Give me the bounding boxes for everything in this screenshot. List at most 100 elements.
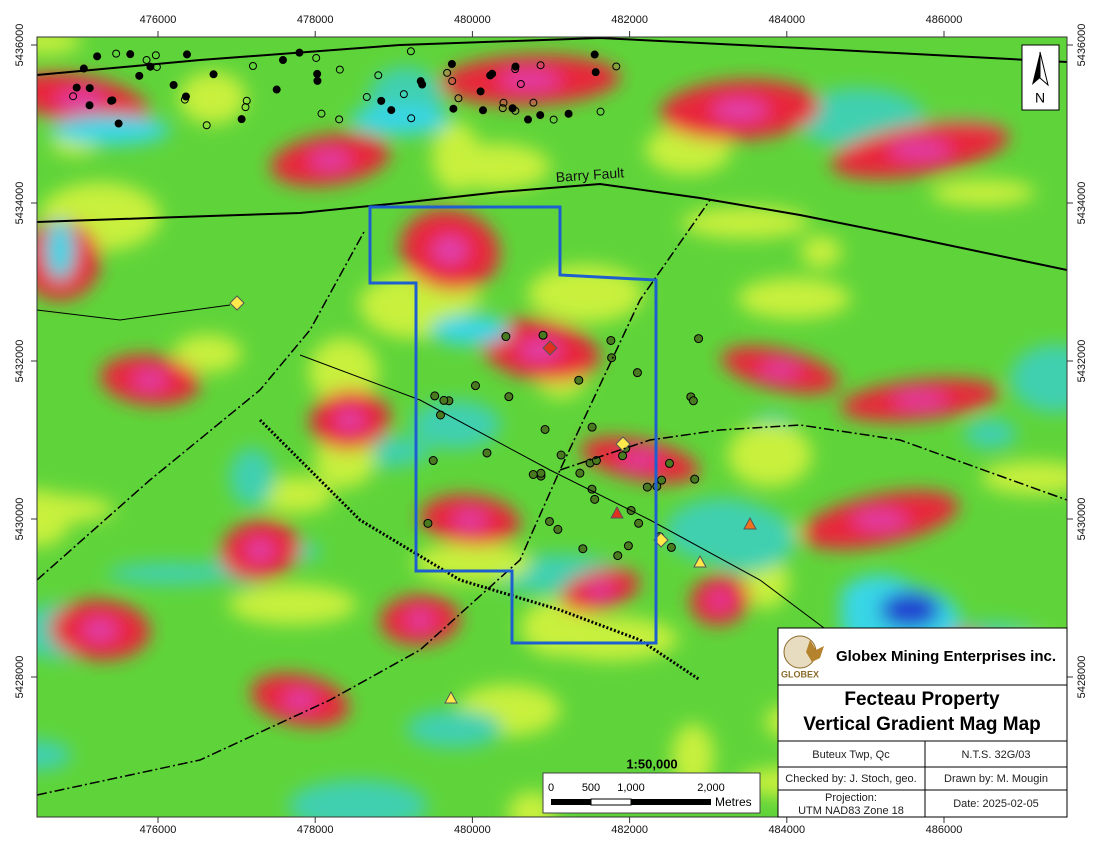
drill-hole bbox=[688, 396, 698, 406]
drill-hole bbox=[85, 84, 94, 93]
drill-hole bbox=[511, 62, 520, 71]
drill-hole bbox=[544, 516, 554, 526]
drill-hole bbox=[590, 494, 600, 504]
drill-hole bbox=[69, 92, 78, 101]
drill-hole bbox=[126, 50, 135, 59]
drill-hole bbox=[578, 544, 588, 554]
drill-hole bbox=[618, 451, 628, 461]
drill-hole bbox=[313, 76, 322, 85]
low-anomaly bbox=[1010, 344, 1067, 413]
drill-hole bbox=[416, 77, 425, 86]
drill-hole bbox=[642, 482, 652, 492]
drill-hole bbox=[107, 96, 116, 105]
drill-hole bbox=[549, 115, 558, 124]
drill-hole bbox=[85, 101, 94, 110]
north-label: N bbox=[1035, 90, 1045, 106]
drill-hole bbox=[112, 49, 121, 58]
occurrence bbox=[743, 516, 757, 530]
fault-label: Barry Fault bbox=[555, 164, 625, 185]
drill-hole bbox=[209, 70, 218, 79]
drill-hole bbox=[634, 518, 644, 528]
drill-hole bbox=[478, 106, 487, 115]
drill-hole bbox=[317, 109, 326, 118]
drill-hole bbox=[613, 551, 623, 561]
drill-hole bbox=[313, 69, 322, 78]
checked-by: Checked by: J. Stoch, geo. bbox=[785, 773, 916, 785]
drill-hole bbox=[666, 542, 676, 552]
peak-anomaly bbox=[852, 511, 908, 529]
x-coordinate: 484000 bbox=[768, 14, 805, 26]
low-anomaly bbox=[681, 206, 810, 239]
peak-anomaly bbox=[309, 151, 351, 169]
drill-hole bbox=[488, 69, 497, 78]
y-coordinate: 5428000 bbox=[14, 656, 26, 699]
drill-hole bbox=[476, 87, 485, 96]
drill-hole bbox=[430, 391, 440, 401]
drill-hole bbox=[180, 95, 189, 104]
legend-box: GLOBEX Globex Mining Enterprises inc. Fe… bbox=[777, 627, 1068, 818]
north-arrow-right bbox=[1039, 51, 1049, 87]
drill-hole bbox=[612, 62, 621, 71]
property-outline bbox=[368, 205, 658, 645]
drill-hole bbox=[151, 51, 160, 60]
drill-hole bbox=[278, 56, 287, 65]
peak-anomaly bbox=[82, 619, 118, 641]
scale-box bbox=[542, 772, 761, 814]
map-title: Fecteau Property bbox=[844, 689, 1000, 710]
drill-hole bbox=[248, 62, 257, 71]
date: Date: 2025-02-05 bbox=[953, 798, 1039, 810]
x-coordinate: 482000 bbox=[611, 824, 648, 836]
low-anomaly bbox=[37, 739, 72, 771]
projection-label: Projection: bbox=[825, 792, 877, 804]
drill-hole bbox=[657, 475, 667, 485]
occurrence bbox=[693, 554, 707, 568]
scale-bar: 1:50,000 0 500 1,000 2,000 Metres bbox=[542, 756, 761, 814]
peak-anomaly bbox=[132, 371, 168, 389]
y-coordinate: 5430000 bbox=[14, 498, 26, 541]
drill-hole bbox=[556, 450, 566, 460]
drill-hole bbox=[202, 121, 211, 130]
y-coordinate: 5436000 bbox=[1076, 24, 1088, 67]
drill-hole bbox=[335, 115, 344, 124]
map-subtitle: Vertical Gradient Mag Map bbox=[803, 714, 1041, 735]
drawn-by: Drawn by: M. Mougin bbox=[944, 773, 1048, 785]
low-anomaly bbox=[411, 400, 501, 449]
x-coordinate: 486000 bbox=[926, 824, 963, 836]
company-name: Globex Mining Enterprises inc. bbox=[836, 648, 1056, 665]
y-coordinate: 5434000 bbox=[14, 182, 26, 225]
y-coordinate: 5436000 bbox=[14, 24, 26, 67]
drill-hole bbox=[439, 395, 449, 405]
x-coordinate: 480000 bbox=[454, 14, 491, 26]
low-anomaly bbox=[406, 710, 502, 748]
peak-anomaly bbox=[619, 453, 661, 467]
drill-hole bbox=[516, 79, 525, 88]
scale-label: 1,000 bbox=[617, 782, 645, 794]
drill-hole bbox=[499, 98, 508, 107]
peak-anomaly bbox=[888, 141, 952, 159]
peak-anomaly bbox=[406, 611, 434, 629]
drill-hole bbox=[443, 68, 452, 77]
peak-anomaly bbox=[712, 99, 768, 121]
drill-hole bbox=[242, 96, 251, 105]
drill-hole bbox=[449, 104, 458, 113]
drill-hole bbox=[553, 524, 563, 534]
logo-leaf bbox=[806, 640, 824, 662]
drill-hole bbox=[574, 375, 584, 385]
fault bbox=[37, 229, 366, 581]
drill-holes bbox=[69, 47, 757, 704]
cyan-anomaly bbox=[350, 105, 450, 135]
x-coordinate: 476000 bbox=[140, 14, 177, 26]
occurrence bbox=[610, 505, 624, 519]
cyan-anomaly bbox=[50, 115, 170, 145]
drill-hole bbox=[596, 107, 605, 116]
low-anomaly bbox=[665, 498, 779, 563]
drill-hole bbox=[632, 368, 642, 378]
low-anomaly bbox=[964, 418, 1017, 450]
fault bbox=[559, 424, 1067, 501]
north-arrow-left bbox=[1032, 52, 1040, 85]
township: Buteux Twp, Qc bbox=[812, 749, 890, 761]
scale-ratio: 1:50,000 bbox=[626, 756, 677, 771]
north-arrow: N bbox=[1021, 44, 1060, 111]
drill-hole bbox=[504, 392, 514, 402]
